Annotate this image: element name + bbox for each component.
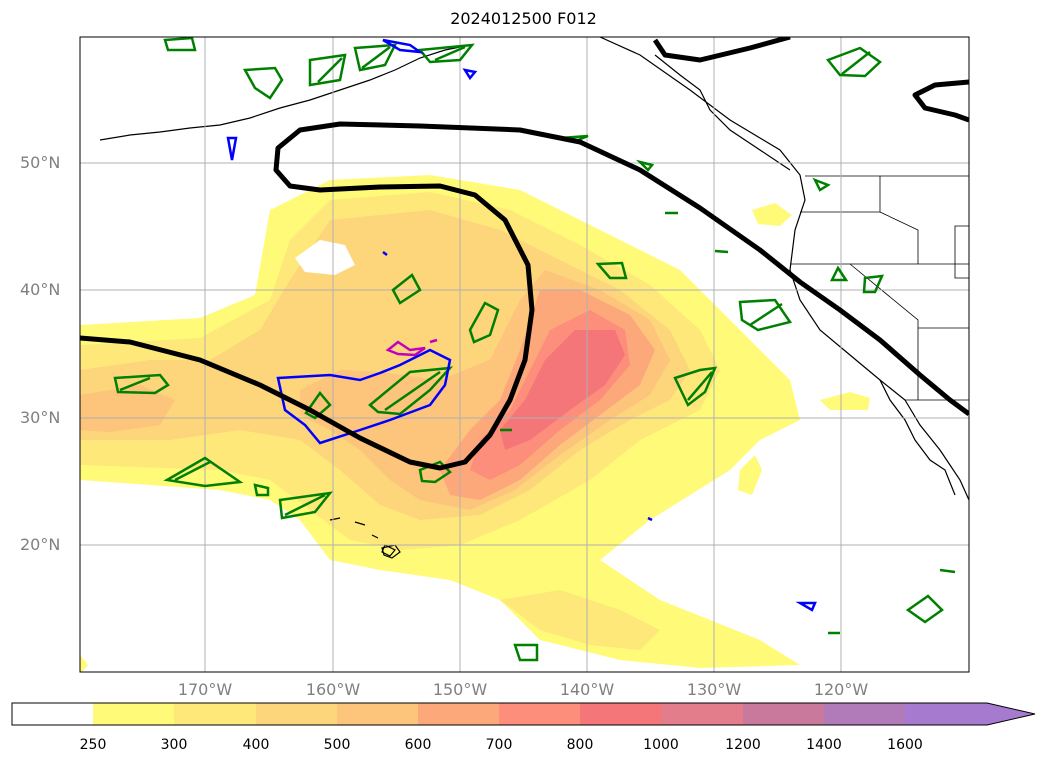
plot-frame xyxy=(79,36,970,673)
fill-level-250-patch-coast xyxy=(820,392,870,410)
gridlines xyxy=(80,37,969,672)
aleutian-islands xyxy=(99,44,471,141)
colorbar-bin xyxy=(337,703,418,725)
filled-contours xyxy=(80,175,870,672)
colorbar-bin xyxy=(418,703,499,725)
colorbar-tick: 500 xyxy=(323,737,351,753)
lon-label-130w: 130°W xyxy=(686,680,742,699)
colorbar-tick: 800 xyxy=(566,737,594,753)
political-borders xyxy=(790,175,969,401)
colorbar-extend-arrow xyxy=(987,703,1035,725)
lat-label-20n: 20°N xyxy=(20,535,61,554)
fill-level-800 xyxy=(500,330,625,450)
coastline-north-america xyxy=(599,37,969,501)
colorbar-tick: 1200 xyxy=(725,737,761,753)
black-contour-ne-arc xyxy=(652,37,791,63)
coastlines xyxy=(99,37,969,559)
fill-hole-north xyxy=(295,240,355,275)
colorbar-tick: 300 xyxy=(160,737,188,753)
lon-label-160w: 160°W xyxy=(305,680,361,699)
map-title: 2024012500 F012 xyxy=(450,9,597,28)
black-contours xyxy=(80,37,969,471)
hawaii-islands xyxy=(329,517,396,557)
colorbar-bin xyxy=(499,703,580,725)
colorbar-tick: 700 xyxy=(485,737,513,753)
state-border-ut xyxy=(954,225,969,279)
fill-level-250-patch-sw xyxy=(80,655,88,672)
colorbar-bin xyxy=(174,703,256,725)
blue-contours xyxy=(226,38,817,612)
colorbar-tick: 400 xyxy=(242,737,270,753)
green-contours xyxy=(113,37,956,662)
lon-label-120w: 120°W xyxy=(813,680,869,699)
colorbar-tick: 250 xyxy=(79,737,107,753)
lon-label-140w: 140°W xyxy=(559,680,615,699)
lat-label-40n: 40°N xyxy=(20,280,61,299)
fill-level-250-patch-s xyxy=(738,455,762,495)
lat-label-30n: 30°N xyxy=(20,408,61,427)
state-border-id xyxy=(879,211,919,264)
magenta-contours xyxy=(385,338,438,357)
fill-level-250-patch-e xyxy=(752,203,792,226)
colorbar-bin xyxy=(661,703,743,725)
colorbar-outline xyxy=(11,702,1036,726)
fill-level-300-patch-s xyxy=(500,590,660,650)
colorbar-bin xyxy=(12,703,93,725)
colorbar-tick: 1600 xyxy=(887,737,923,753)
lon-label-170w: 170°W xyxy=(177,680,233,699)
lat-label-50n: 50°N xyxy=(20,153,61,172)
map-plot-area xyxy=(80,37,969,672)
coastline-alaska-panhandle xyxy=(654,54,791,171)
colorbar-bin xyxy=(743,703,824,725)
colorbar xyxy=(11,702,1036,726)
coastline-baja xyxy=(879,379,956,496)
black-contour-east xyxy=(912,79,969,123)
colorbar-tick: 600 xyxy=(404,737,432,753)
black-contour-main xyxy=(80,121,969,471)
colorbar-bin xyxy=(93,703,174,725)
colorbar-bin xyxy=(580,703,661,725)
colorbar-bin xyxy=(824,703,905,725)
colorbar-tick: 1400 xyxy=(806,737,842,753)
colorbar-bin xyxy=(256,703,337,725)
colorbar-bin xyxy=(905,703,987,725)
lon-label-150w: 150°W xyxy=(432,680,488,699)
colorbar-tick: 1000 xyxy=(643,737,679,753)
